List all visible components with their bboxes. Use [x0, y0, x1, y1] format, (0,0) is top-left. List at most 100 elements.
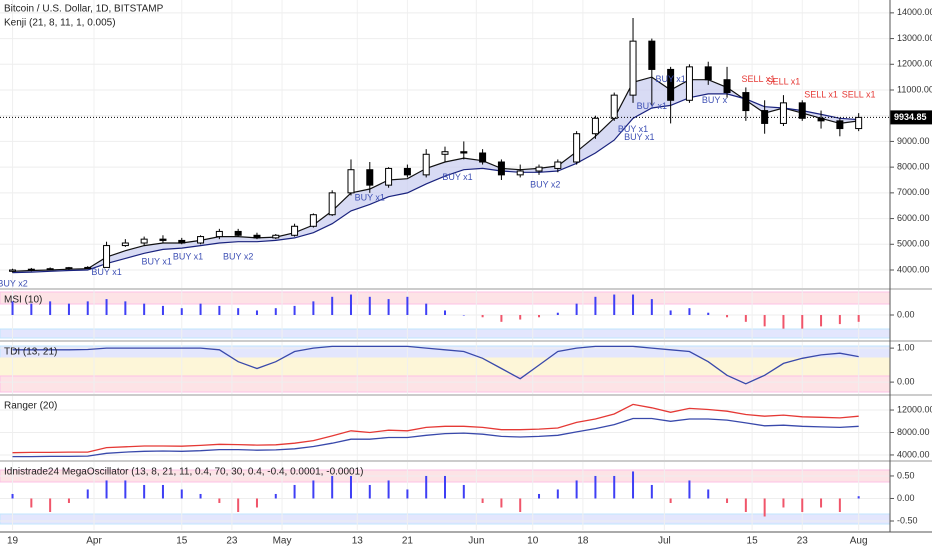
y-tick-label: 4000.00 [897, 449, 930, 459]
candle-body [591, 117, 599, 135]
panel-title: TDI (13, 21) [4, 347, 57, 358]
annotation: BUY x1 [637, 101, 667, 111]
candle-body [648, 40, 656, 70]
panel-title: Ranger (20) [4, 401, 57, 412]
x-tick-label: Aug [850, 536, 868, 547]
candle-body [366, 169, 374, 186]
bar [143, 484, 146, 499]
bar [331, 475, 334, 499]
candle-body [309, 214, 317, 227]
x-tick-label: 18 [577, 536, 589, 547]
candle-body [159, 238, 167, 241]
bar [368, 296, 371, 315]
bar [650, 484, 653, 499]
bar [49, 498, 52, 512]
panel-title: MSI (10) [4, 295, 42, 306]
y-tick-label: -0.50 [897, 515, 918, 525]
bar [312, 480, 315, 499]
band-line [12, 76, 859, 272]
bar [237, 308, 240, 315]
candle-body [573, 133, 581, 163]
bar [782, 315, 785, 329]
bar [387, 299, 390, 315]
bar [481, 315, 484, 318]
candle-body [798, 102, 806, 119]
y-tick-label: 14000.00 [897, 7, 932, 17]
candle-body [291, 225, 299, 236]
candle-body [9, 269, 17, 272]
annotation: BUY x1 [173, 252, 203, 262]
bar [349, 475, 352, 499]
last-price-box [890, 110, 932, 125]
bar [481, 498, 484, 503]
zone [0, 357, 891, 377]
bar [857, 315, 860, 322]
bar [293, 305, 296, 315]
bar [105, 299, 108, 315]
y-tick-label: 0.00 [897, 376, 915, 386]
candle-body [685, 66, 693, 101]
bar [406, 296, 409, 315]
bar [67, 303, 70, 315]
indicator-line [12, 417, 859, 458]
bar [763, 315, 766, 327]
bar [331, 296, 334, 315]
bar [387, 480, 390, 499]
bar [124, 480, 127, 499]
candle-body [27, 268, 35, 271]
x-tick-label: 13 [352, 536, 364, 547]
bar [782, 498, 785, 508]
y-tick-label: 8000.00 [897, 162, 930, 172]
x-tick-label: May [273, 536, 292, 547]
candle-body [779, 102, 787, 124]
bar [30, 303, 33, 315]
bar [538, 315, 541, 318]
bar [255, 498, 258, 508]
bar [349, 294, 352, 315]
y-tick-label: 8000.00 [897, 427, 930, 437]
bar [801, 315, 804, 329]
bar [462, 484, 465, 499]
bar [199, 303, 202, 315]
candle-body [516, 170, 524, 176]
indicator-line [12, 345, 859, 385]
bar [368, 484, 371, 499]
candle-body [84, 266, 92, 269]
x-tick-label: 10 [527, 536, 539, 547]
band-fill [12, 77, 859, 273]
chart-title: Bitcoin / U.S. Dollar, 1D, BITSTAMP [4, 4, 164, 15]
y-tick-label: 13000.00 [897, 33, 932, 43]
bar [180, 308, 183, 315]
candle-body [121, 242, 129, 247]
bar [11, 493, 14, 499]
zone [0, 291, 891, 305]
bar [274, 493, 277, 499]
bar [688, 308, 691, 315]
bar [124, 301, 127, 315]
candle-body [817, 117, 825, 122]
candle-body [610, 94, 618, 119]
zone [0, 328, 891, 339]
bar [199, 493, 202, 499]
candle-body [441, 151, 449, 155]
candle-body [253, 234, 261, 239]
candle-body [836, 120, 844, 130]
candle-body [328, 192, 336, 216]
bar [293, 484, 296, 499]
bar [237, 498, 240, 512]
candle-body [855, 116, 863, 130]
bar [105, 480, 108, 499]
candle-body [46, 268, 54, 271]
bar [30, 498, 33, 508]
bar [838, 498, 841, 512]
bar [161, 305, 164, 315]
candle-body [479, 152, 487, 163]
last-price-label: 9934.85 [894, 112, 927, 122]
bar [274, 308, 277, 315]
candle-body [347, 169, 355, 194]
annotation: SELL x1 [742, 74, 776, 84]
candle-body [197, 236, 205, 244]
bar [500, 315, 503, 322]
bar [556, 489, 559, 499]
bar [744, 315, 747, 322]
